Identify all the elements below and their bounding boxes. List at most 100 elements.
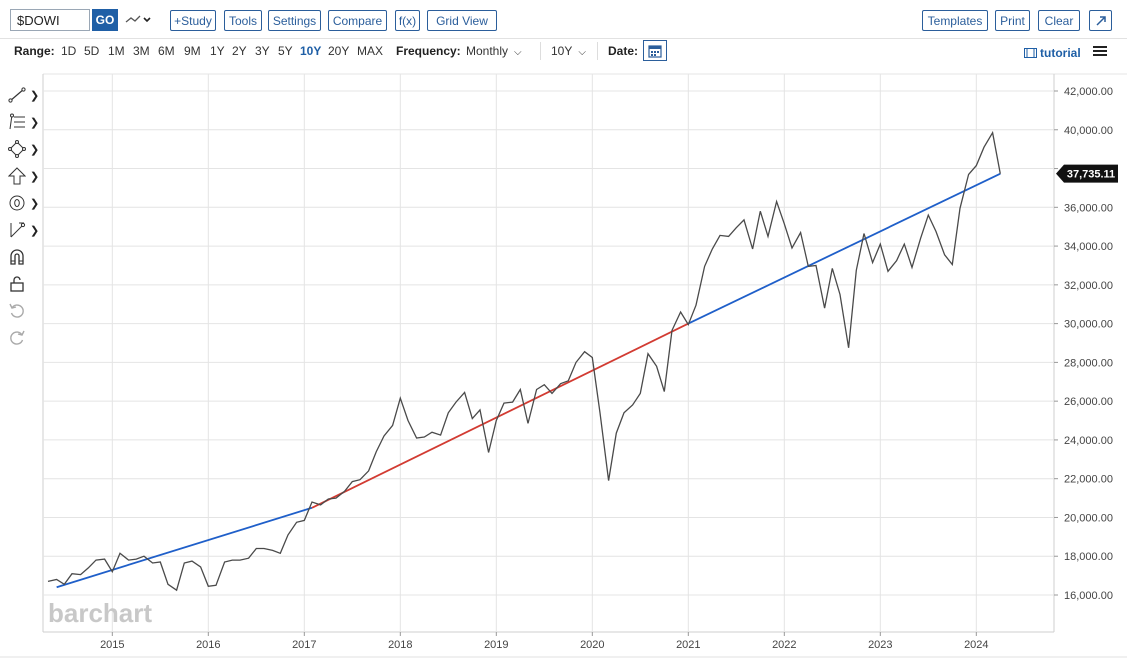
frequency-select[interactable]: Monthly ⌵ [466,44,522,58]
trendline-blue [56,506,313,589]
compare-button[interactable]: Compare [328,10,387,31]
range-3m[interactable]: 3M [133,44,150,58]
y-tick-label: 22,000.00 [1064,474,1113,486]
y-tick-label: 34,000.00 [1064,241,1113,253]
shape-tool-icon [8,140,26,158]
x-tick-label: 2018 [388,639,412,651]
annotation-tool-icon [9,195,25,211]
y-tick-label: 30,000.00 [1064,319,1113,331]
range-bar: Range: 1D 5D 1M 3M 6M 9M 1Y 2Y 3Y 5Y 10Y… [0,38,1127,64]
range-5d[interactable]: 5D [84,44,100,58]
range-3y[interactable]: 3Y [255,44,270,58]
divider [540,42,541,60]
magnet-button[interactable] [8,246,42,268]
range-1m[interactable]: 1M [108,44,125,58]
date-label: Date: [608,44,639,58]
y-tick-label: 36,000.00 [1064,202,1113,214]
fib-tool-button[interactable]: ❯ [8,111,42,133]
y-tick-label: 26,000.00 [1064,396,1113,408]
tutorial-label: tutorial [1040,46,1081,60]
lock-icon [10,276,24,292]
y-tick-label: 16,000.00 [1064,590,1113,602]
range-2y[interactable]: 2Y [232,44,247,58]
chevron-right-icon: ❯ [30,224,40,237]
redo-button[interactable] [8,327,42,349]
arrow-tool-icon [8,167,26,185]
grid-view-button[interactable]: Grid View [427,10,497,31]
period-value: 10Y [551,44,573,58]
lock-button[interactable] [8,273,42,295]
expand-button[interactable] [1089,10,1112,31]
trendline-red [311,322,689,509]
range-label: Range: [14,44,55,58]
clear-button[interactable]: Clear [1038,10,1080,31]
line-tool-icon [8,87,26,103]
x-tick-label: 2021 [676,639,700,651]
x-tick-label: 2015 [100,639,124,651]
range-max[interactable]: MAX [357,44,384,58]
grid [43,74,1058,636]
arrow-tool-button[interactable]: ❯ [8,165,42,187]
chevron-right-icon: ❯ [30,89,40,102]
last-value-label: 37,735.11 [1067,169,1115,181]
fib-tool-icon [9,113,25,130]
y-tick-label: 24,000.00 [1064,435,1113,447]
x-tick-label: 2024 [964,639,988,651]
x-tick-label: 2023 [868,639,892,651]
expand-icon [1095,15,1106,26]
date-picker-button[interactable] [643,40,667,61]
range-1y[interactable]: 1Y [210,44,225,58]
y-tick-label: 42,000.00 [1064,86,1113,98]
y-tick-label: 40,000.00 [1064,125,1113,137]
chevron-right-icon: ❯ [30,116,40,129]
range-20y[interactable]: 20Y [328,44,350,58]
chevron-right-icon: ❯ [30,143,40,156]
redo-icon [10,330,25,345]
range-9m[interactable]: 9M [184,44,201,58]
chart-type-dropdown[interactable] [124,10,154,30]
tutorial-link[interactable]: tutorial [1024,46,1081,60]
range-5y[interactable]: 5Y [278,44,293,58]
symbol-input[interactable]: $DOWI [10,9,90,31]
chevron-down-icon: ⌵ [514,47,522,58]
calendar-icon [648,44,662,58]
trendline-blue [687,172,1001,325]
print-button[interactable]: Print [995,10,1030,31]
y-tick-label: 32,000.00 [1064,280,1113,292]
x-tick-label: 2020 [580,639,604,651]
settings-button[interactable]: Settings [268,10,321,31]
magnet-icon [10,249,24,265]
x-axis-labels: 2015 2016 2017 2018 2019 2020 2021 2022 2023 2024 [100,639,988,651]
chevron-down-icon: ⌵ [578,47,586,58]
range-10y[interactable]: 10Y [300,44,322,58]
trendlines [56,172,1001,589]
frequency-label: Frequency: [396,44,461,58]
line-tool-button[interactable]: ❯ [8,84,42,106]
y-tick-label: 18,000.00 [1064,551,1113,563]
x-tick-label: 2019 [484,639,508,651]
period-select[interactable]: 10Y ⌵ [551,44,586,58]
annotation-tool-button[interactable]: ❯ [8,192,42,214]
barchart-watermark: barchart [48,598,152,628]
divider [597,42,598,60]
price-line [47,130,1001,592]
shape-tool-button[interactable]: ❯ [8,138,42,160]
study-button[interactable]: +Study [170,10,216,31]
function-button[interactable]: f(x) [395,10,420,31]
frequency-value: Monthly [466,44,509,58]
range-1d[interactable]: 1D [61,44,77,58]
x-tick-label: 2016 [196,639,220,651]
x-tick-label: 2017 [292,639,316,651]
go-button[interactable]: GO [92,9,118,31]
undo-icon [9,303,24,318]
undo-button[interactable] [8,300,42,322]
tools-button[interactable]: Tools [224,10,262,31]
top-toolbar: $DOWI GO +Study Tools Settings Compare f… [0,0,1127,39]
measure-tool-button[interactable]: ❯ [8,219,42,241]
range-6m[interactable]: 6M [158,44,175,58]
templates-button[interactable]: Templates [922,10,988,31]
hamburger-menu-icon[interactable] [1093,44,1107,58]
chevron-right-icon: ❯ [30,197,40,210]
film-icon [1024,48,1037,58]
